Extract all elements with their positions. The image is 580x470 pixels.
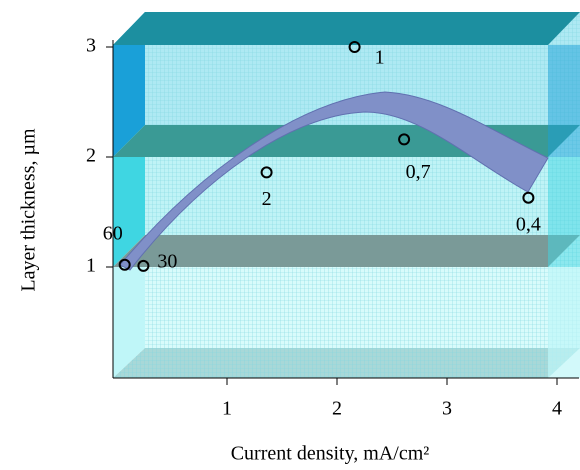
y-tick-label: 1 (86, 255, 96, 277)
data-point (348, 41, 361, 53)
x-tick-label: 2 (332, 398, 342, 420)
point-label: 0,4 (516, 213, 541, 235)
x-tick-label: 1 (222, 398, 232, 420)
data-point (260, 166, 273, 179)
x-tick-label: 4 (552, 398, 562, 420)
point-label: 1 (375, 47, 385, 69)
x-tick-label: 3 (442, 398, 452, 420)
y-axis-title: Layer thickness, µm (18, 128, 40, 292)
point-label: 2 (262, 188, 272, 210)
data-point (522, 191, 535, 204)
data-point (118, 258, 131, 271)
data-point (398, 133, 411, 146)
y-tick-label: 3 (86, 35, 96, 57)
y-tick-label: 2 (86, 145, 96, 167)
point-label: 60 (103, 222, 123, 244)
point-label: 30 (157, 250, 177, 272)
fit-ribbon (119, 91, 549, 271)
background-boxes (113, 12, 580, 378)
x-axis-title: Current density, mA/cm² (231, 443, 430, 465)
data-point (137, 259, 150, 272)
point-label: 0,7 (406, 161, 431, 183)
